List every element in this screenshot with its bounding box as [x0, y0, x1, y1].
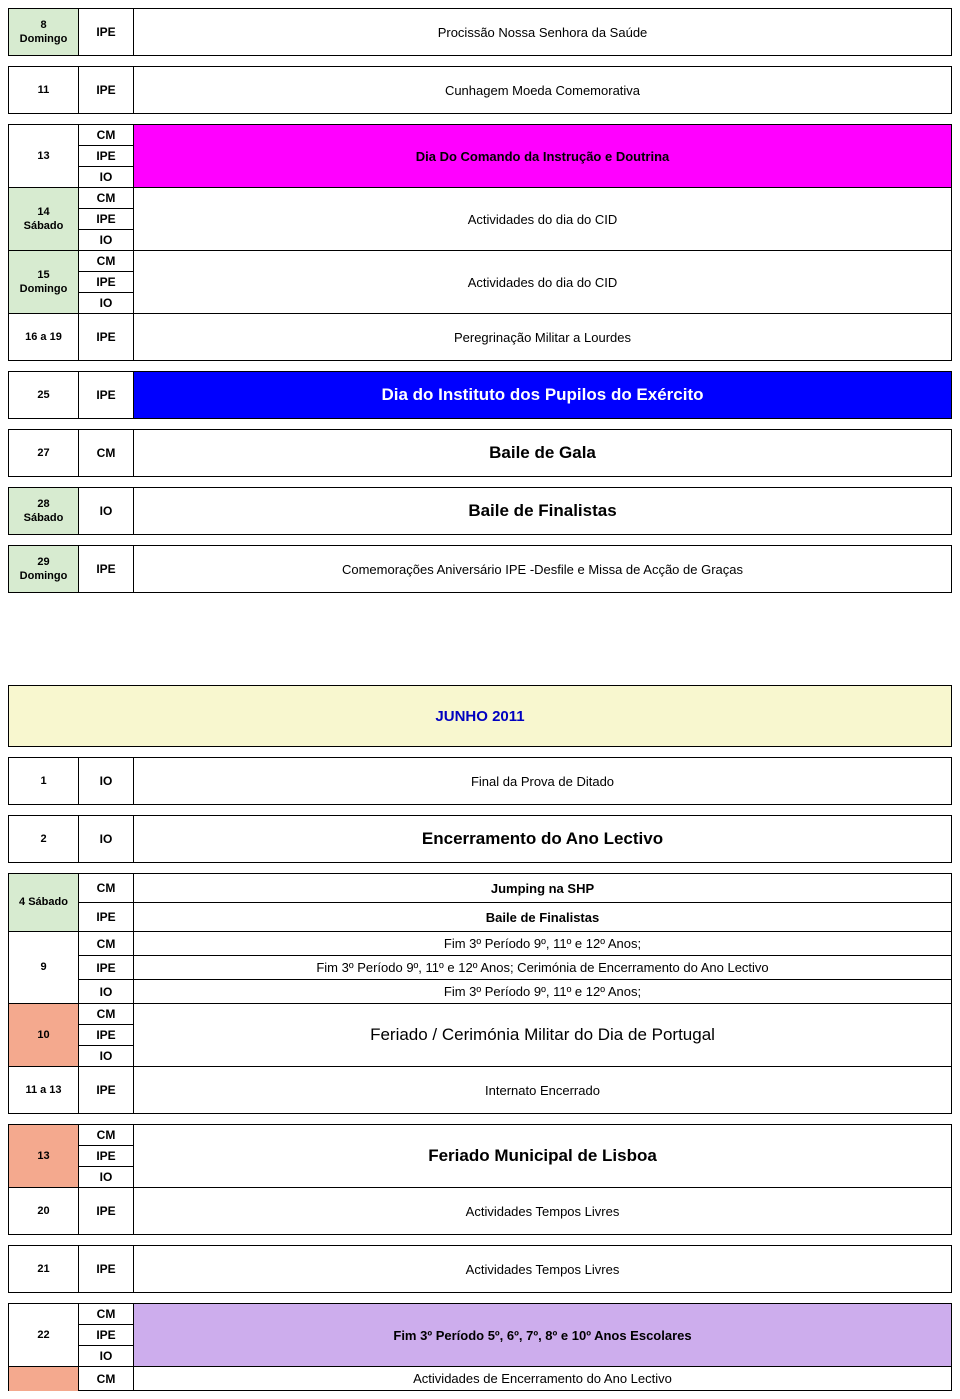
desc-cell: Fim 3º Período 5º, 6º, 7º, 8º e 10º Anos… [134, 1304, 952, 1367]
code-cell: IPE [79, 1146, 134, 1167]
code-cell: IO [79, 167, 134, 188]
date-cell: 9 [9, 932, 79, 1004]
date-cell: 25 [9, 372, 79, 419]
date-cell: 21 [9, 1246, 79, 1293]
code-cell: IPE [79, 1246, 134, 1293]
code-cell: IPE [79, 546, 134, 593]
code-cell: IO [79, 488, 134, 535]
date-cell: 20 [9, 1188, 79, 1235]
desc-cell: Peregrinação Militar a Lourdes [134, 314, 952, 361]
desc-cell: Actividades de Encerramento do Ano Lecti… [134, 1367, 952, 1391]
date-cell: 8Domingo [9, 9, 79, 56]
desc-cell: Procissão Nossa Senhora da Saúde [134, 9, 952, 56]
date-cell: 14Sábado [9, 188, 79, 251]
schedule-table-may: 8DomingoIPEProcissão Nossa Senhora da Sa… [8, 8, 952, 593]
date-cell: 13 [9, 125, 79, 188]
desc-cell: Feriado Municipal de Lisboa [134, 1125, 952, 1188]
date-cell: 22 [9, 1304, 79, 1367]
code-cell: IO [79, 758, 134, 805]
code-cell: IPE [79, 372, 134, 419]
date-cell: 1 [9, 758, 79, 805]
code-cell: CM [79, 932, 134, 956]
date-cell: 15Domingo [9, 251, 79, 314]
code-cell: IO [79, 980, 134, 1004]
code-cell: IPE [79, 146, 134, 167]
code-cell: CM [79, 188, 134, 209]
desc-cell: Comemorações Aniversário IPE -Desfile e … [134, 546, 952, 593]
desc-cell: Actividades Tempos Livres [134, 1188, 952, 1235]
desc-cell: Fim 3º Período 9º, 11º e 12º Anos; [134, 932, 952, 956]
month-header: JUNHO 2011 [9, 686, 952, 747]
code-cell: CM [79, 1004, 134, 1025]
date-cell: 11 [9, 67, 79, 114]
code-cell: IO [79, 293, 134, 314]
desc-cell: Baile de Gala [134, 430, 952, 477]
code-cell: IPE [79, 67, 134, 114]
code-cell: IPE [79, 1188, 134, 1235]
desc-cell: Fim 3º Período 9º, 11º e 12º Anos; Cerim… [134, 956, 952, 980]
code-cell: IPE [79, 1325, 134, 1346]
code-cell: IPE [79, 1067, 134, 1114]
date-cell: 10 [9, 1004, 79, 1067]
code-cell: CM [79, 125, 134, 146]
code-cell: CM [79, 874, 134, 903]
desc-cell: Jumping na SHP [134, 874, 952, 903]
code-cell: IPE [79, 903, 134, 932]
code-cell: CM [79, 430, 134, 477]
desc-cell: Actividades Tempos Livres [134, 1246, 952, 1293]
desc-cell: Final da Prova de Ditado [134, 758, 952, 805]
desc-cell: Encerramento do Ano Lectivo [134, 816, 952, 863]
code-cell: CM [79, 1367, 134, 1391]
date-cell [9, 1367, 79, 1391]
date-cell: 28Sábado [9, 488, 79, 535]
date-cell: 29Domingo [9, 546, 79, 593]
desc-cell: Feriado / Cerimónia Militar do Dia de Po… [134, 1004, 952, 1067]
desc-cell: Baile de Finalistas [134, 903, 952, 932]
code-cell: IO [79, 1346, 134, 1367]
code-cell: IO [79, 1167, 134, 1188]
schedule-table-june: JUNHO 20111IOFinal da Prova de Ditado2IO… [8, 685, 952, 1391]
code-cell: CM [79, 251, 134, 272]
desc-cell: Actividades do dia do CID [134, 188, 952, 251]
code-cell: CM [79, 1125, 134, 1146]
desc-cell: Actividades do dia do CID [134, 251, 952, 314]
code-cell: IO [79, 816, 134, 863]
date-cell: 11 a 13 [9, 1067, 79, 1114]
date-cell: 2 [9, 816, 79, 863]
code-cell: IPE [79, 9, 134, 56]
desc-cell: Fim 3º Período 9º, 11º e 12º Anos; [134, 980, 952, 1004]
code-cell: IPE [79, 956, 134, 980]
date-cell: 27 [9, 430, 79, 477]
code-cell: IPE [79, 209, 134, 230]
date-cell: 16 a 19 [9, 314, 79, 361]
desc-cell: Dia Do Comando da Instrução e Doutrina [134, 125, 952, 188]
code-cell: IPE [79, 314, 134, 361]
desc-cell: Baile de Finalistas [134, 488, 952, 535]
desc-cell: Internato Encerrado [134, 1067, 952, 1114]
code-cell: CM [79, 1304, 134, 1325]
desc-cell: Cunhagem Moeda Comemorativa [134, 67, 952, 114]
date-cell: 13 [9, 1125, 79, 1188]
date-cell: 4 Sábado [9, 874, 79, 932]
code-cell: IO [79, 230, 134, 251]
desc-cell: Dia do Instituto dos Pupilos do Exército [134, 372, 952, 419]
code-cell: IPE [79, 1025, 134, 1046]
code-cell: IPE [79, 272, 134, 293]
code-cell: IO [79, 1046, 134, 1067]
